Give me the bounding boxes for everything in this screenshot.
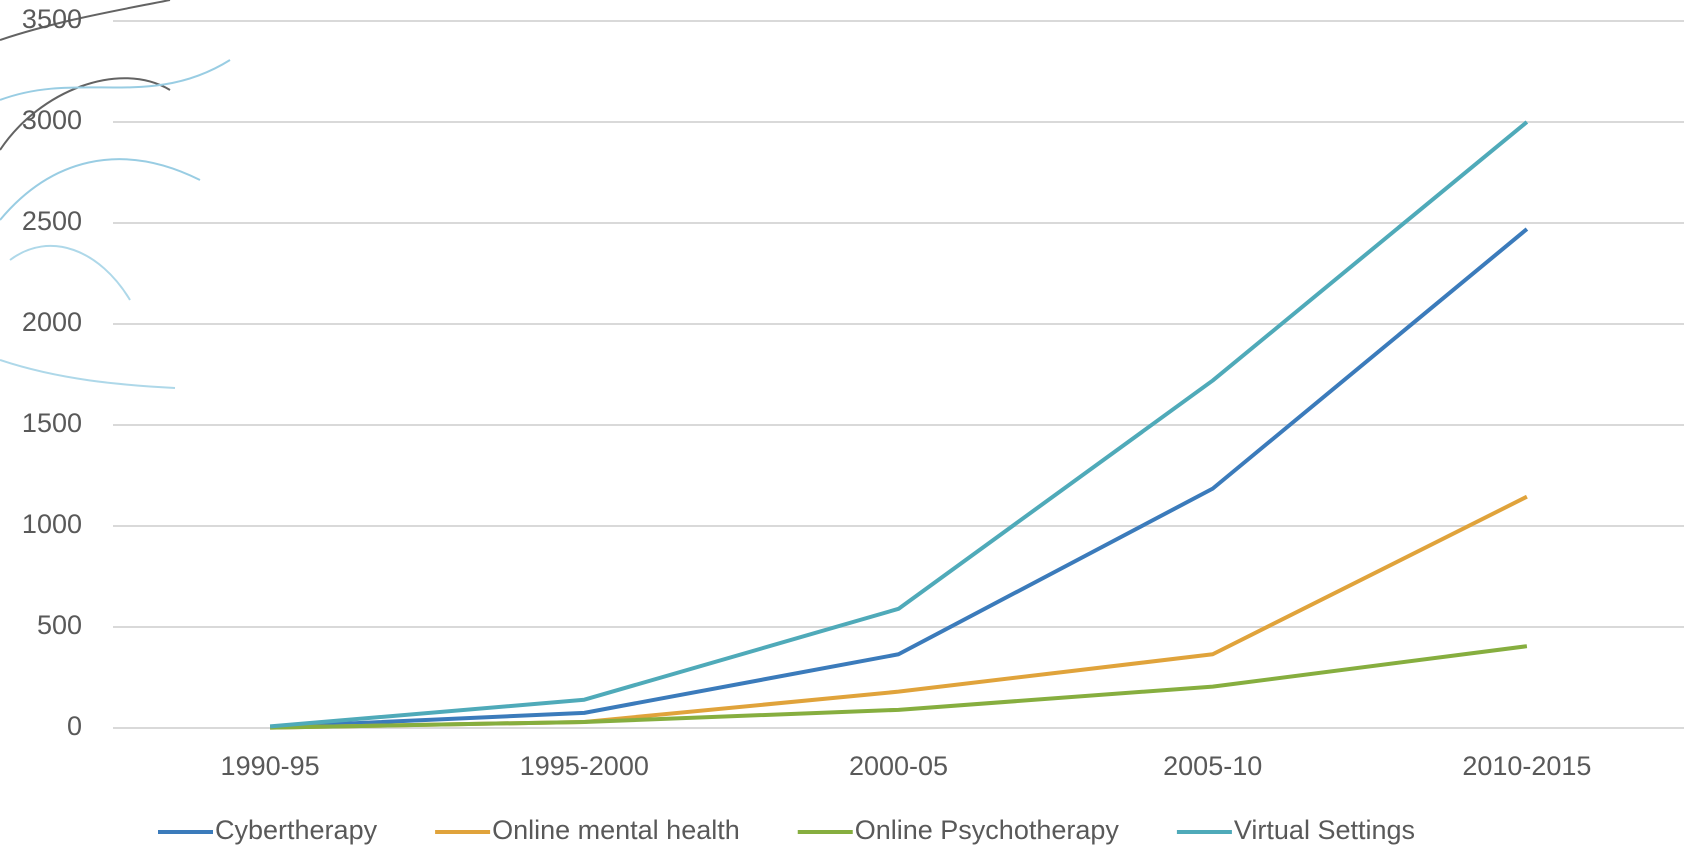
x-tick-label: 1990-95 [221,751,320,781]
y-tick-label: 3500 [22,4,82,34]
y-tick-label: 0 [67,711,82,741]
y-tick-label: 2000 [22,307,82,337]
x-tick-label: 2010-2015 [1462,751,1591,781]
legend-label: Online Psychotherapy [855,815,1120,845]
x-tick-label: 2005-10 [1163,751,1262,781]
series-line [270,494,1528,730]
legend-label: Online mental health [492,815,740,845]
decoration [0,0,231,389]
x-tick-label: 2000-05 [849,751,948,781]
x-tick-label: 1995-2000 [520,751,649,781]
y-tick-label: 3000 [22,105,82,135]
series-line [270,227,1529,729]
y-tick-label: 500 [37,610,82,640]
series-line [269,120,1529,729]
y-tick-label: 1500 [22,408,82,438]
y-tick-label: 2500 [22,206,82,236]
series-line [270,644,1528,730]
y-tick-label: 1000 [22,509,82,539]
legend-label: Virtual Settings [1234,815,1415,845]
legend-label: Cybertherapy [215,815,378,845]
